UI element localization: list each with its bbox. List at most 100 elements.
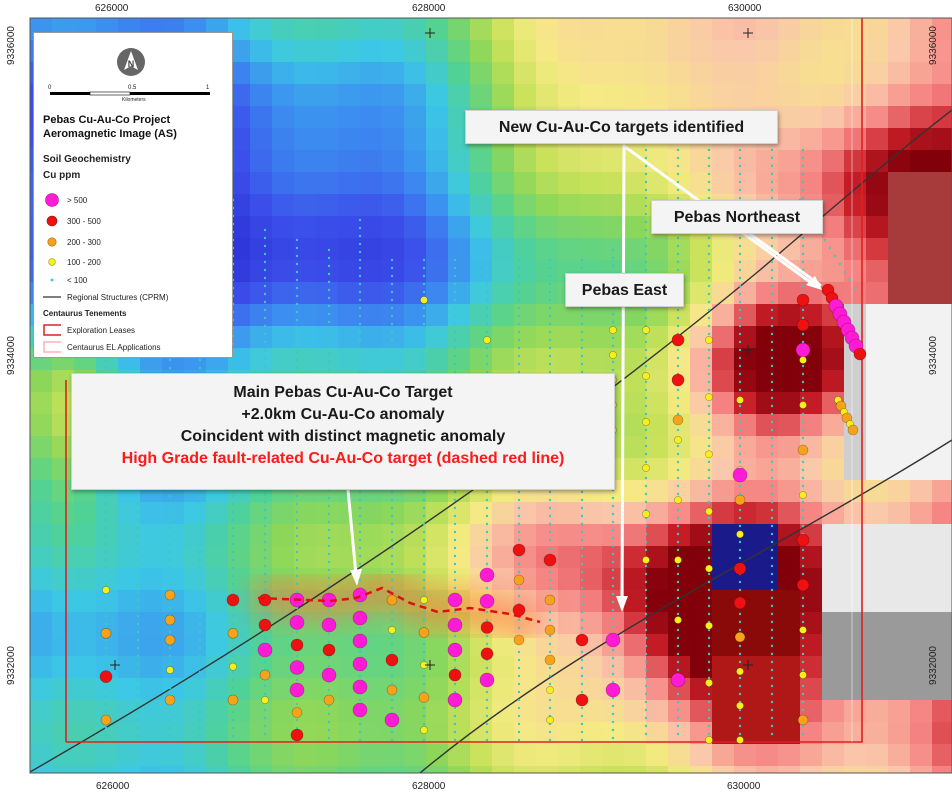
soil-sample-low — [231, 582, 235, 586]
soil-sample-low — [770, 556, 774, 560]
soil-sample-low — [644, 612, 648, 616]
soil-sample-low — [548, 330, 552, 334]
soil-sample-low — [801, 388, 805, 392]
soil-sample-low — [644, 212, 648, 216]
soil-sample-low — [517, 266, 521, 270]
soil-sample — [513, 634, 525, 646]
soil-sample-low — [295, 270, 299, 274]
soil-sample-low — [453, 354, 457, 358]
soil-sample-low — [676, 612, 680, 616]
soil-sample-low — [295, 558, 299, 562]
soil-sample-low — [104, 734, 108, 738]
soil-sample — [575, 633, 589, 647]
soil-sample-low — [707, 636, 711, 640]
soil-sample-low — [390, 610, 394, 614]
soil-sample-low — [611, 312, 615, 316]
soil-sample-low — [676, 236, 680, 240]
soil-sample-low — [295, 278, 299, 282]
soil-sample-low — [327, 256, 331, 260]
soil-sample-low — [707, 532, 711, 536]
soil-sample-low — [263, 588, 267, 592]
soil-sample-low — [770, 236, 774, 240]
soil-sample-low — [295, 326, 299, 330]
soil-sample-low — [231, 518, 235, 522]
soil-sample-low — [548, 698, 552, 702]
soil-sample — [291, 707, 303, 718]
soil-sample-low — [295, 318, 299, 322]
soil-sample-low — [327, 544, 331, 548]
soil-sample-low — [580, 506, 584, 510]
soil-sample-low — [104, 654, 108, 658]
soil-sample-low — [517, 658, 521, 662]
soil-sample-low — [707, 308, 711, 312]
soil-sample-low — [770, 260, 774, 264]
grid-cross — [425, 660, 435, 670]
soil-sample-low — [770, 612, 774, 616]
main-target-line4: High Grade fault-related Cu-Au-Co target… — [121, 450, 565, 467]
soil-sample-low — [358, 258, 362, 262]
soil-sample-low — [295, 526, 299, 530]
soil-sample-low — [263, 508, 267, 512]
soil-sample-low — [295, 358, 299, 362]
soil-sample-low — [676, 508, 680, 512]
soil-sample-low — [770, 588, 774, 592]
soil-sample-low — [485, 346, 489, 350]
soil-sample-low — [580, 626, 584, 630]
soil-sample-low — [422, 650, 426, 654]
soil-sample-low — [136, 558, 140, 562]
soil-sample-low — [738, 164, 742, 168]
soil-sample-low — [580, 490, 584, 494]
soil-sample-low — [517, 682, 521, 686]
soil-sample-low — [327, 328, 331, 332]
soil-sample-low — [327, 664, 331, 668]
soil-sample-low — [327, 720, 331, 724]
soil-sample-low — [770, 316, 774, 320]
soil-sample-low — [198, 502, 202, 506]
soil-sample-low — [644, 452, 648, 456]
soil-sample-low — [453, 490, 457, 494]
soil-sample-low — [580, 330, 584, 334]
soil-sample-low — [580, 522, 584, 526]
label-exploration-leases: Exploration Leases — [67, 325, 136, 335]
soil-sample-low — [801, 732, 805, 736]
soil-sample-low — [611, 536, 615, 540]
soil-sample — [705, 621, 713, 630]
soil-sample-low — [358, 698, 362, 702]
soil-sample-low — [327, 280, 331, 284]
soil-sample-low — [676, 644, 680, 648]
soil-sample-low — [707, 148, 711, 152]
soil-sample-low — [295, 342, 299, 346]
soil-sample-low — [327, 728, 331, 732]
soil-sample-low — [136, 494, 140, 498]
soil-sample-low — [358, 330, 362, 334]
soil-sample-low — [580, 666, 584, 670]
soil-sample-low — [485, 586, 489, 590]
soil-sample-low — [168, 654, 172, 658]
soil-sample-low — [548, 282, 552, 286]
soil-sample-low — [485, 330, 489, 334]
soil-sample-low — [358, 362, 362, 366]
soil-sample-low — [707, 188, 711, 192]
soil-sample-low — [644, 548, 648, 552]
soil-sample-low — [263, 564, 267, 568]
soil-sample-low — [104, 510, 108, 514]
soil-sample-low — [770, 580, 774, 584]
soil-sample-low — [453, 290, 457, 294]
soil-sample-low — [104, 622, 108, 626]
soil-sample-low — [707, 164, 711, 168]
soil-sample-low — [517, 274, 521, 278]
soil-sample-low — [231, 678, 235, 682]
soil-sample-low — [517, 698, 521, 702]
soil-sample-low — [263, 708, 267, 712]
soil-sample-low — [390, 266, 394, 270]
soil-sample — [512, 543, 526, 557]
soil-sample-low — [422, 722, 426, 726]
soil-sample-low — [485, 522, 489, 526]
soil-sample-low — [848, 278, 852, 282]
soil-sample-low — [104, 646, 108, 650]
soil-sample-low — [611, 560, 615, 564]
soil-sample-low — [198, 614, 202, 618]
soil-sample-low — [168, 582, 172, 586]
soil-sample-low — [580, 650, 584, 654]
soil-sample-low — [644, 268, 648, 272]
